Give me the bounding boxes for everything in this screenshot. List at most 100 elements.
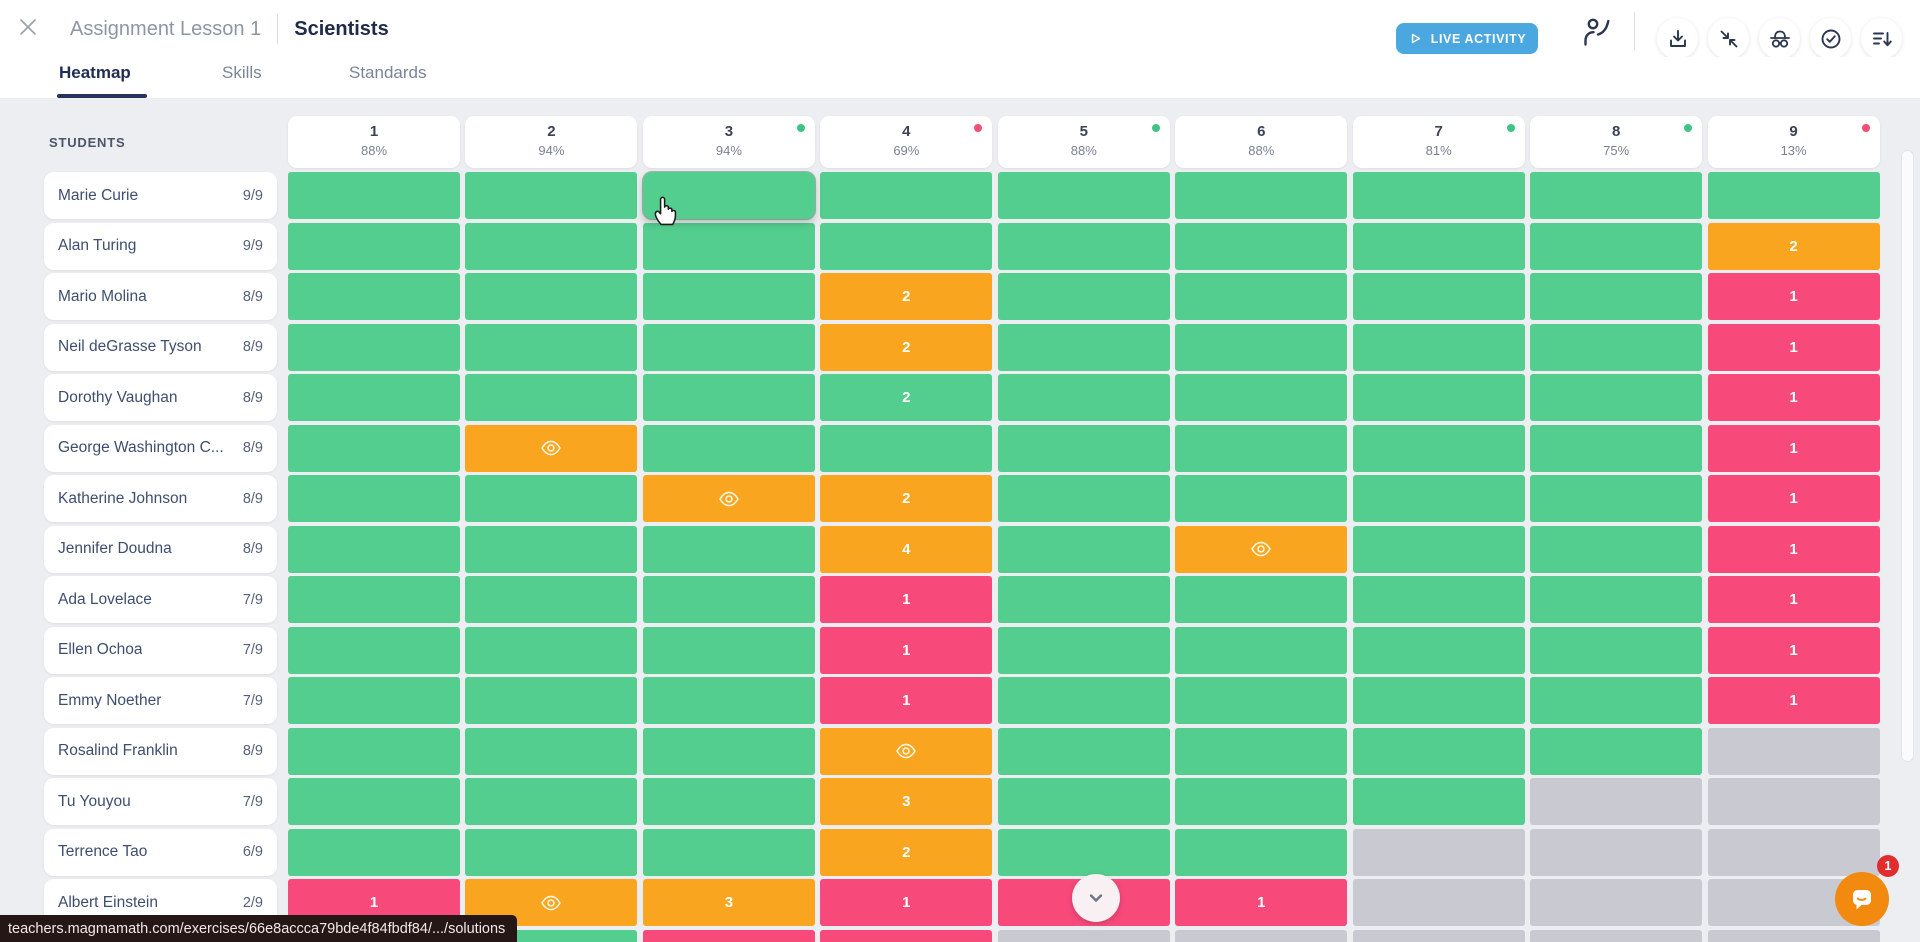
heatmap-cell[interactable] [997, 626, 1170, 674]
heatmap-cell[interactable] [997, 576, 1170, 623]
heatmap-cell[interactable]: 3 [642, 879, 815, 926]
heatmap-cell[interactable] [642, 222, 815, 270]
heatmap-cell[interactable] [1175, 424, 1348, 472]
heatmap-cell[interactable] [642, 424, 815, 472]
column-header-1[interactable]: 1 88% [288, 116, 460, 168]
heatmap-cell[interactable] [288, 677, 460, 724]
heatmap-cell[interactable] [642, 525, 815, 573]
heatmap-cell[interactable] [642, 677, 815, 724]
heatmap-cell[interactable] [1175, 828, 1348, 876]
chat-button[interactable] [1835, 872, 1889, 926]
heatmap-cell[interactable] [288, 727, 460, 775]
heatmap-cell[interactable] [1352, 323, 1525, 371]
heatmap-cell[interactable] [1175, 778, 1348, 825]
heatmap-cell[interactable] [1530, 576, 1703, 623]
heatmap-cell[interactable]: 1 [1175, 879, 1348, 926]
collapse-button[interactable] [1708, 18, 1749, 59]
heatmap-cell[interactable] [820, 172, 993, 219]
heatmap-cell[interactable] [1175, 475, 1348, 522]
heatmap-cell[interactable] [642, 778, 815, 825]
column-header-9[interactable]: 9 13% [1707, 116, 1880, 168]
heatmap-cell[interactable] [288, 424, 460, 472]
heatmap-cell[interactable]: 1 [1707, 626, 1880, 674]
heatmap-cell[interactable] [997, 727, 1170, 775]
heatmap-cell[interactable] [288, 828, 460, 876]
heatmap-cell[interactable] [1530, 273, 1703, 320]
heatmap-cell[interactable] [1352, 576, 1525, 623]
heatmap-cell[interactable] [1175, 727, 1348, 775]
heatmap-cell[interactable] [997, 778, 1170, 825]
student-card[interactable]: Marie Curie 9/9 [44, 172, 277, 219]
vertical-scrollbar[interactable] [1901, 150, 1914, 762]
heatmap-cell[interactable]: 1 [1707, 273, 1880, 320]
heatmap-cell[interactable]: 2 [820, 475, 993, 522]
heatmap-cell[interactable] [1707, 929, 1880, 942]
heatmap-cell[interactable] [1530, 424, 1703, 472]
heatmap-cell[interactable]: 1 [1707, 576, 1880, 623]
heatmap-cell[interactable] [1352, 626, 1525, 674]
heatmap-cell[interactable] [1352, 727, 1525, 775]
heatmap-cell[interactable] [288, 323, 460, 371]
heatmap-cell[interactable] [288, 273, 460, 320]
heatmap-cell[interactable] [642, 727, 815, 775]
heatmap-cell[interactable] [1530, 374, 1703, 421]
heatmap-cell[interactable] [1530, 929, 1703, 942]
heatmap-cell[interactable] [997, 374, 1170, 421]
heatmap-cell[interactable] [997, 273, 1170, 320]
heatmap-cell[interactable] [1352, 677, 1525, 724]
heatmap-cell[interactable] [820, 424, 993, 472]
heatmap-cell[interactable] [465, 424, 638, 472]
heatmap-cell[interactable] [465, 727, 638, 775]
heatmap-cell[interactable] [1707, 828, 1880, 876]
heatmap-cell[interactable]: 1 [1707, 424, 1880, 472]
heatmap-cell[interactable] [1352, 879, 1525, 926]
student-card[interactable]: Rosalind Franklin 8/9 [44, 727, 277, 775]
column-header-2[interactable]: 2 94% [465, 116, 638, 168]
heatmap-cell[interactable] [1175, 929, 1348, 942]
heatmap-cell[interactable] [465, 677, 638, 724]
heatmap-cell[interactable]: 4 [820, 525, 993, 573]
heatmap-cell[interactable] [997, 424, 1170, 472]
column-header-3[interactable]: 3 94% [642, 116, 815, 168]
heatmap-cell[interactable]: 3 [820, 778, 993, 825]
heatmap-cell[interactable] [1707, 778, 1880, 825]
heatmap-cell[interactable] [1352, 929, 1525, 942]
heatmap-cell[interactable] [465, 626, 638, 674]
heatmap-cell[interactable]: 2 [1707, 222, 1880, 270]
heatmap-cell[interactable]: 1 [820, 677, 993, 724]
heatmap-cell[interactable] [642, 475, 815, 522]
heatmap-cell[interactable] [288, 222, 460, 270]
heatmap-cell[interactable]: 1 [1707, 374, 1880, 421]
heatmap-cell[interactable] [1530, 778, 1703, 825]
heatmap-cell[interactable] [642, 576, 815, 623]
student-card[interactable]: Alan Turing 9/9 [44, 222, 277, 270]
heatmap-cell[interactable] [465, 273, 638, 320]
heatmap-cell[interactable] [1175, 374, 1348, 421]
heatmap-cell[interactable] [288, 525, 460, 573]
heatmap-cell[interactable]: 2 [820, 273, 993, 320]
heatmap-cell[interactable] [642, 626, 815, 674]
student-card[interactable]: Mario Molina 8/9 [44, 273, 277, 320]
heatmap-cell[interactable] [465, 374, 638, 421]
heatmap-cell[interactable] [642, 828, 815, 876]
heatmap-cell[interactable] [1352, 525, 1525, 573]
heatmap-cell[interactable] [642, 929, 815, 942]
student-card[interactable]: Neil deGrasse Tyson 8/9 [44, 323, 277, 371]
heatmap-cell[interactable]: 1 [820, 626, 993, 674]
student-card[interactable]: Ada Lovelace 7/9 [44, 576, 277, 623]
heatmap-cell[interactable] [642, 374, 815, 421]
student-card[interactable]: Katherine Johnson 8/9 [44, 475, 277, 522]
heatmap-cell[interactable] [1530, 828, 1703, 876]
student-card[interactable]: George Washington C... 8/9 [44, 424, 277, 472]
heatmap-cell[interactable] [1530, 323, 1703, 371]
heatmap-cell[interactable] [288, 475, 460, 522]
heatmap-cell[interactable] [1175, 525, 1348, 573]
heatmap-cell[interactable] [1352, 374, 1525, 421]
heatmap-cell[interactable]: 1 [1707, 525, 1880, 573]
scroll-down-button[interactable] [1072, 874, 1120, 922]
heatmap-cell[interactable] [288, 374, 460, 421]
heatmap-cell[interactable] [820, 929, 993, 942]
heatmap-cell[interactable] [1530, 475, 1703, 522]
sort-button[interactable] [1861, 18, 1902, 59]
heatmap-cell[interactable] [465, 576, 638, 623]
